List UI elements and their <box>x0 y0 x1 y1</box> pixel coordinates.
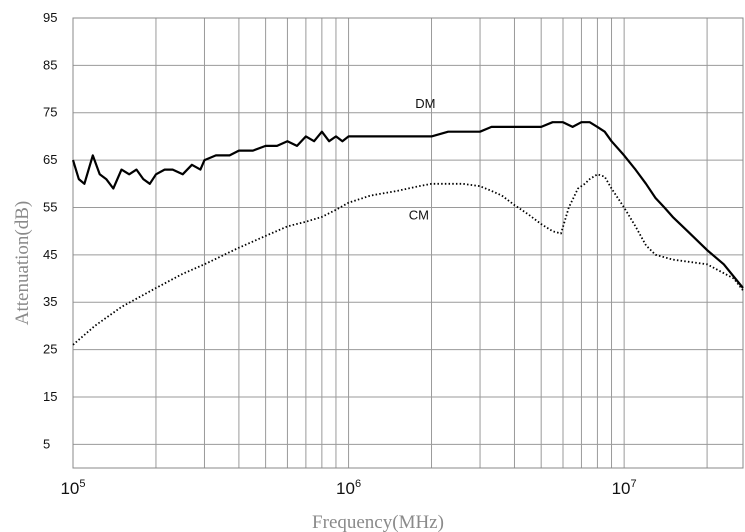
y-tick-label: 55 <box>43 199 57 214</box>
y-tick-label: 15 <box>43 389 57 404</box>
y-tick-label: 95 <box>43 10 57 25</box>
x-tick-labels: 105 106 107 <box>60 478 636 498</box>
plot-frame <box>73 18 743 468</box>
series-label-dm: DM <box>415 96 435 111</box>
y-tick-label: 85 <box>43 57 57 72</box>
y-tick-label: 45 <box>43 247 57 262</box>
series-cm-line <box>73 174 743 344</box>
series-dm-line <box>73 122 743 288</box>
series-label-cm: CM <box>409 207 429 222</box>
x-tick-label: 107 <box>612 478 637 498</box>
y-tick-label: 65 <box>43 152 57 167</box>
x-tick-label: 106 <box>336 478 361 498</box>
x-axis-title: Frequency(MHz) <box>312 512 444 532</box>
y-tick-label: 35 <box>43 294 57 309</box>
y-tick-labels: 5 15 25 35 45 55 65 75 85 95 <box>43 10 57 451</box>
y-tick-label: 5 <box>43 436 50 451</box>
series-layer <box>73 122 743 345</box>
y-tick-label: 25 <box>43 342 57 357</box>
grid <box>73 18 743 468</box>
y-tick-label: 75 <box>43 105 57 120</box>
y-axis-title: Attenuation(dB) <box>12 201 33 326</box>
x-tick-label: 105 <box>60 478 85 498</box>
